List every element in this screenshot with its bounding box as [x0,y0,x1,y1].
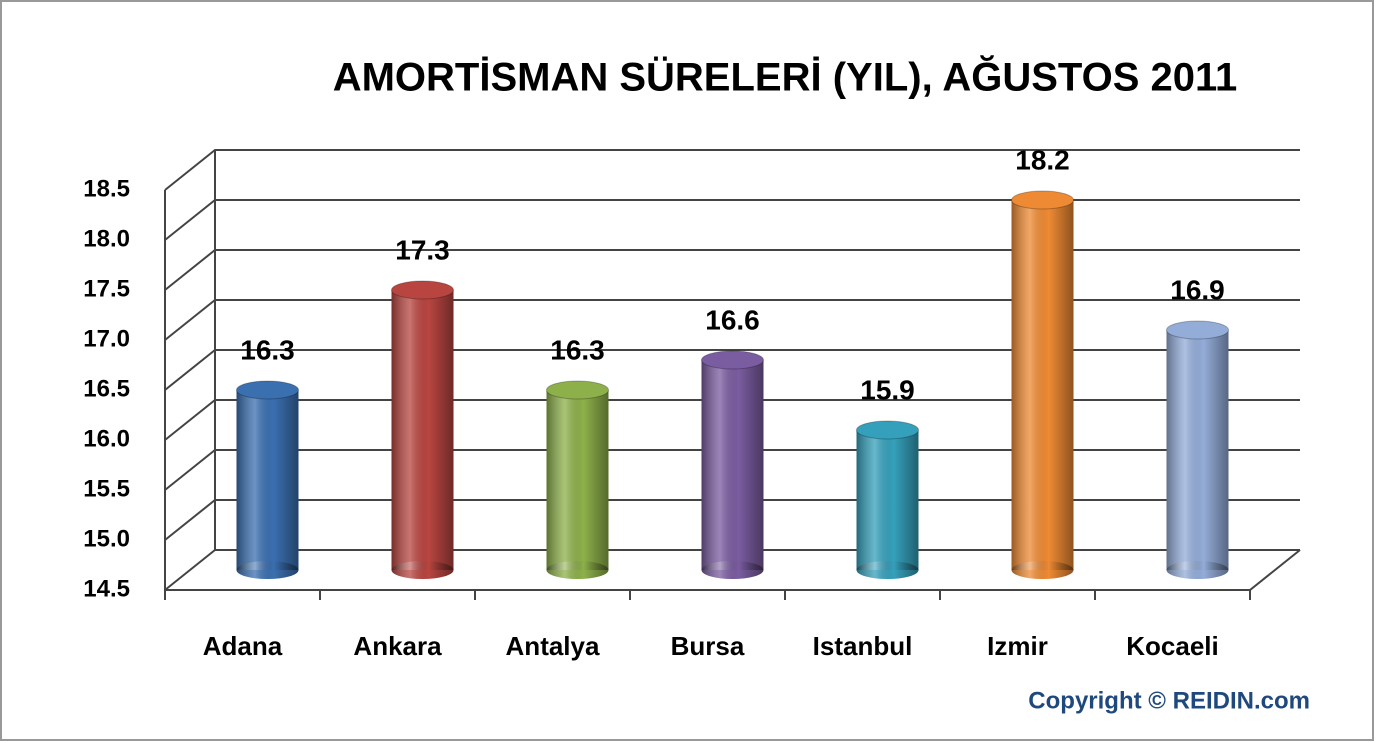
bar-shade-base [1011,561,1074,579]
grid-line [164,399,1300,441]
value-label: 15.9 [860,374,915,405]
chart-title: AMORTİSMAN SÜRELERİ (YIL), AĞUSTOS 2011 [333,54,1238,100]
y-tick-label: 15.5 [83,475,130,502]
grid-line [164,449,1300,491]
y-tick-label: 17.0 [83,325,130,352]
grid-line [164,299,1300,341]
grid-line [164,249,1300,291]
bar-shade-base [701,561,764,579]
value-label: 16.9 [1170,274,1225,305]
cylinder [701,350,764,579]
cylinder [391,280,454,579]
bar-shade [1011,200,1074,570]
value-label: 16.3 [550,334,605,365]
y-tick-label: 16.5 [83,375,130,402]
bar-shade [1166,330,1229,570]
cylinder [1011,190,1074,579]
bar-shade [546,390,609,570]
y-tick-label: 14.5 [83,575,130,602]
grid-line [164,199,1300,241]
grid-line [164,149,1300,191]
cylinder-top [236,380,299,400]
copyright: Copyright © REIDIN.com [1028,687,1310,714]
y-tick-label: 17.5 [83,275,130,302]
bar-shade-base [391,561,454,579]
bar-shade-base [236,561,299,579]
x-tick-label: Bursa [671,631,745,661]
cylinder [236,380,299,579]
cylinder [856,420,919,579]
x-tick-label: Izmir [987,631,1048,661]
grid-line [164,349,1300,391]
y-tick-label: 16.0 [83,425,130,452]
value-label: 17.3 [395,234,450,265]
cylinder-top [1011,190,1074,210]
cylinder [546,380,609,579]
bar-shade [701,360,764,570]
x-tick-label: Adana [203,631,283,661]
y-tick-label: 15.0 [83,525,130,552]
cylinder-top [856,420,919,440]
value-label: 18.2 [1015,144,1070,175]
x-tick-label: Ankara [353,631,442,661]
cylinder-top [546,380,609,400]
cylinder [1166,320,1229,579]
grid-line [164,549,1300,591]
bar-shade [391,290,454,570]
y-tick-label: 18.5 [83,175,130,202]
y-tick-label: 18.0 [83,225,130,252]
bar-shade-base [856,561,919,579]
bar-shade [856,430,919,570]
cylinder-top [391,280,454,300]
x-tick-label: Istanbul [813,631,913,661]
cylinder-top [1166,320,1229,340]
cylinder-top [701,350,764,370]
x-tick-label: Antalya [506,631,600,661]
x-tick-label: Kocaeli [1126,631,1219,661]
grid-line [164,499,1300,541]
value-label: 16.3 [240,334,295,365]
bar-shade [236,390,299,570]
bar-shade-base [1166,561,1229,579]
bar-shade-base [546,561,609,579]
value-label: 16.6 [705,304,760,335]
